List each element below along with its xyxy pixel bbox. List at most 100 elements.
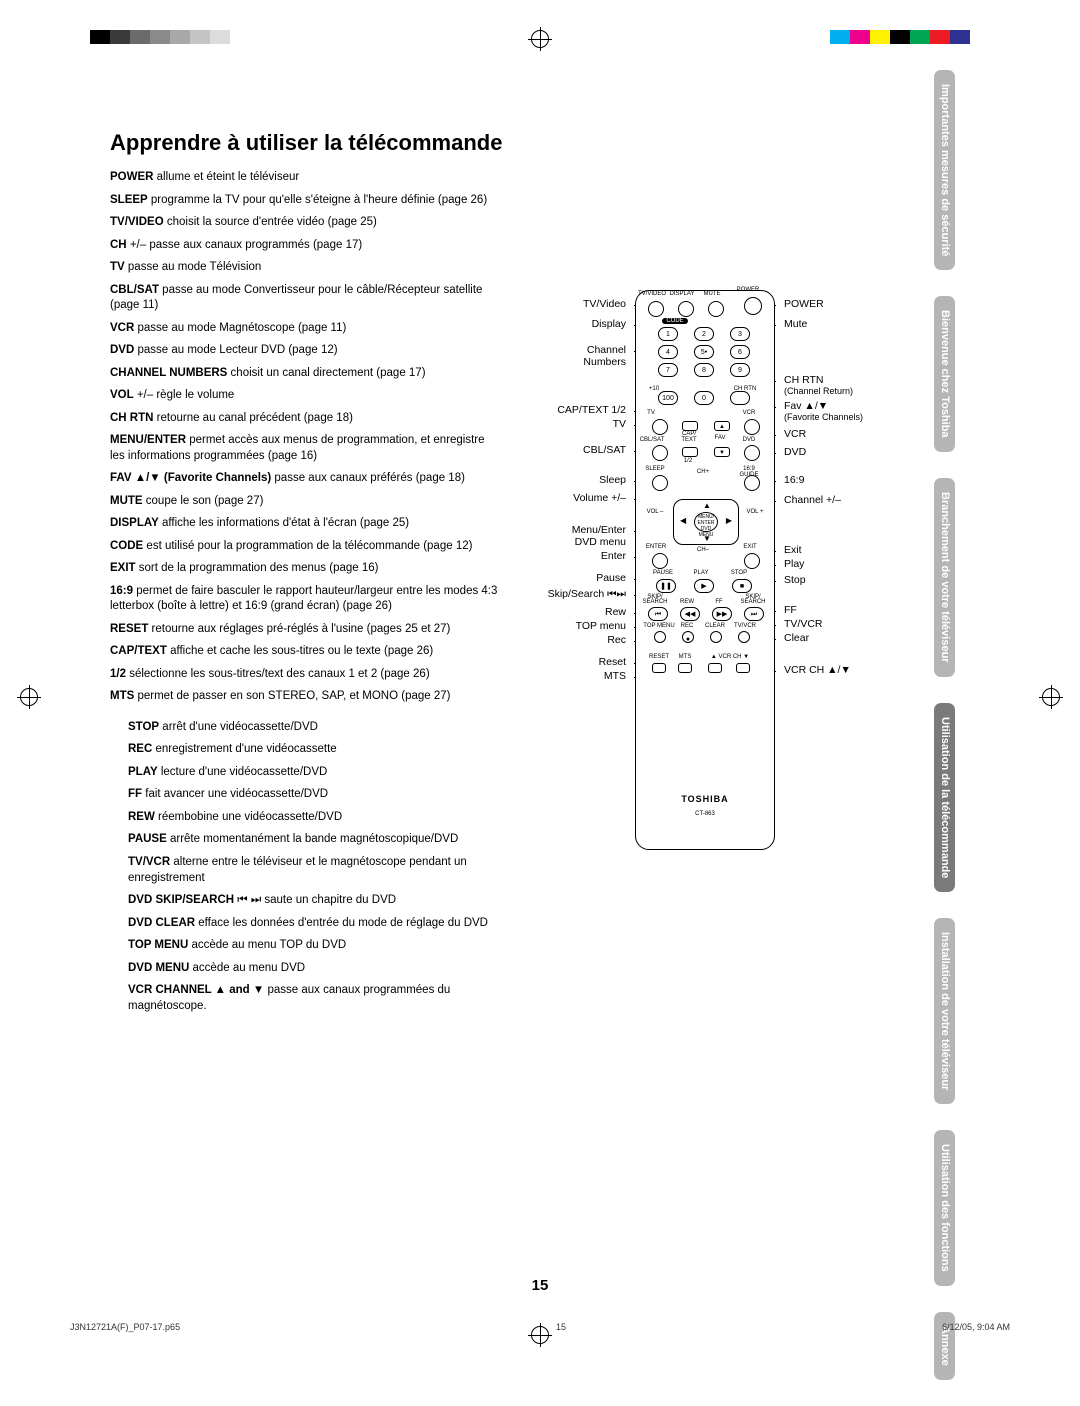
lbl-topmenu: TOP MENU bbox=[640, 623, 678, 629]
diagram-label-right: FF bbox=[780, 604, 797, 616]
diagram-label-left: CAP/TEXT 1/2 bbox=[557, 404, 630, 416]
lbl-exit: EXIT bbox=[736, 544, 764, 550]
number-button-9: 9 bbox=[730, 363, 750, 377]
page-title: Apprendre à utiliser la télécommande bbox=[110, 130, 970, 156]
half-button bbox=[682, 447, 698, 457]
display-button bbox=[678, 301, 694, 317]
diagram-label-left: Rec bbox=[607, 634, 630, 646]
diagram-label-right: POWER bbox=[780, 298, 824, 310]
stop-button: ■ bbox=[732, 579, 752, 593]
section-tab: Utilisation de la télécommande bbox=[934, 703, 955, 892]
section-tab: Importantes mesures de sécurité bbox=[934, 70, 955, 270]
skipback-button: ⏮ bbox=[648, 607, 668, 621]
lbl-tvvcr: TV/VCR bbox=[728, 623, 762, 629]
colorbar-left bbox=[90, 30, 250, 44]
exit-button bbox=[744, 553, 760, 569]
captext-button bbox=[682, 421, 698, 431]
number-button-4: 4 bbox=[658, 345, 678, 359]
number-button-0: 0 bbox=[694, 391, 714, 405]
number-button-3: 3 bbox=[730, 327, 750, 341]
diagram-label-right: DVD bbox=[780, 446, 806, 458]
definition-item: MUTE coupe le son (page 27) bbox=[110, 494, 500, 510]
clear-button bbox=[710, 631, 722, 643]
diagram-label-left: TOP menu bbox=[576, 620, 630, 632]
lbl-cap: CAP/ TEXT bbox=[674, 431, 704, 443]
favup-button: ▲ bbox=[714, 421, 730, 431]
definition-item: FF fait avancer une vidéocassette/DVD bbox=[128, 787, 500, 803]
number-button-6: 6 bbox=[730, 345, 750, 359]
colorbar-right bbox=[830, 30, 990, 44]
definition-item: VCR CHANNEL ▲ and ▼ passe aux canaux pro… bbox=[128, 983, 500, 1014]
section-tab: Bienvenue chez Toshiba bbox=[934, 296, 955, 452]
diagram-label-right: 16:9 bbox=[780, 474, 804, 486]
lbl-stop: STOP bbox=[724, 570, 754, 576]
diagram-label-left: Volume +/– bbox=[573, 492, 630, 504]
definition-item: STOP arrêt d'une vidéocassette/DVD bbox=[128, 720, 500, 736]
definition-item: REC enregistrement d'une vidéocassette bbox=[128, 742, 500, 758]
definition-item: CODE est utilisé pour la programmation d… bbox=[110, 539, 500, 555]
lbl-power: POWER bbox=[728, 287, 768, 293]
tvvideo-button bbox=[648, 301, 664, 317]
diagram-label-left: Display bbox=[592, 318, 630, 330]
diagram-label-right: Play bbox=[780, 558, 804, 570]
definition-item: DVD MENU accède au menu DVD bbox=[128, 961, 500, 977]
definition-item: DVD SKIP/SEARCH ⏮ ⏭ saute un chapitre du… bbox=[128, 893, 500, 909]
definition-item: MENU/ENTER permet accès aux menus de pro… bbox=[110, 433, 500, 464]
lbl-skip2: SKIP/ SEARCH bbox=[736, 595, 770, 605]
definition-item: RESET retourne aux réglages pré-réglés à… bbox=[110, 622, 500, 638]
lbl-chplus: CH+ bbox=[688, 469, 718, 475]
lbl-mute: MUTE bbox=[692, 291, 732, 297]
diagram-label-left: Menu/Enter bbox=[572, 524, 630, 536]
page-number: 15 bbox=[532, 1277, 549, 1294]
diagram-label-right: Channel +/– bbox=[780, 494, 841, 506]
definition-item: TOP MENU accède au menu TOP du DVD bbox=[128, 938, 500, 954]
lbl-cblsat: CBL/SAT bbox=[634, 437, 670, 443]
lbl-rew: REW bbox=[672, 599, 702, 605]
diagram-label-left: Skip/Search ⏮⏭ bbox=[548, 588, 630, 601]
menu-enter-button: MENU/ ENTER DVD MENU bbox=[694, 512, 718, 532]
definition-item: PLAY lecture d'une vidéocassette/DVD bbox=[128, 765, 500, 781]
registration-mark-top bbox=[531, 30, 549, 48]
play-button: ▶ bbox=[694, 579, 714, 593]
diagram-label-left: Sleep bbox=[599, 474, 630, 486]
vcrchup-button bbox=[708, 663, 722, 673]
mts-button bbox=[678, 663, 692, 673]
definition-item: PAUSE arrête momentanément la bande magn… bbox=[128, 832, 500, 848]
diagram-label-left: Channel bbox=[587, 344, 630, 356]
tv-mode-button bbox=[652, 419, 668, 435]
diagram-label-left: Pause bbox=[596, 572, 630, 584]
diagram-label-left: MTS bbox=[604, 670, 630, 682]
definition-item: MTS permet de passer en son STEREO, SAP,… bbox=[110, 689, 500, 705]
number-button-8: 8 bbox=[694, 363, 714, 377]
favdown-button: ▼ bbox=[714, 447, 730, 457]
vcr-mode-button bbox=[744, 419, 760, 435]
section-tabs: Importantes mesures de sécurité Bienvenue… bbox=[934, 70, 970, 1406]
number-button-2: 2 bbox=[694, 327, 714, 341]
diagram-label-left: Rew bbox=[605, 606, 630, 618]
definition-item: CHANNEL NUMBERS choisit un canal directe… bbox=[110, 366, 500, 382]
definition-item: CH +/– passe aux canaux programmés (page… bbox=[110, 238, 500, 254]
ff-button: ▶▶ bbox=[712, 607, 732, 621]
power-button bbox=[744, 297, 762, 315]
number-button-1: 1 bbox=[658, 327, 678, 341]
diagram-label-right: Stop bbox=[780, 574, 806, 586]
definition-item: FAV ▲/▼ (Favorite Channels) passe aux ca… bbox=[110, 471, 500, 487]
definition-item: VCR passe au mode Magnétoscope (page 11) bbox=[110, 321, 500, 337]
definition-item: TV/VCR alterne entre le téléviseur et le… bbox=[128, 855, 500, 886]
sleep-button bbox=[652, 475, 668, 491]
definition-item: DISPLAY affiche les informations d'état … bbox=[110, 516, 500, 532]
lbl-rec: REC bbox=[674, 623, 700, 629]
definition-item: TV passe au mode Télévision bbox=[110, 260, 500, 276]
footer-date: 6/12/05, 9:04 AM bbox=[942, 1322, 1010, 1332]
section-tab: Installation de votre téléviseur bbox=[934, 918, 955, 1104]
definition-item: SLEEP programme la TV pour qu'elle s'éte… bbox=[110, 193, 500, 209]
definition-item: POWER allume et éteint le téléviseur bbox=[110, 170, 500, 186]
lbl-volminus: VOL – bbox=[640, 509, 670, 516]
vcrchdn-button bbox=[736, 663, 750, 673]
lbl-sleep: SLEEP bbox=[640, 466, 670, 472]
pause-button: ❚❚ bbox=[656, 579, 676, 593]
definition-item: CAP/TEXT affiche et cache les sous-titre… bbox=[110, 644, 500, 660]
lbl-pause: PAUSE bbox=[648, 570, 678, 576]
lbl-half: 1/2 bbox=[676, 458, 700, 464]
number-button-100: 100 bbox=[658, 391, 678, 405]
